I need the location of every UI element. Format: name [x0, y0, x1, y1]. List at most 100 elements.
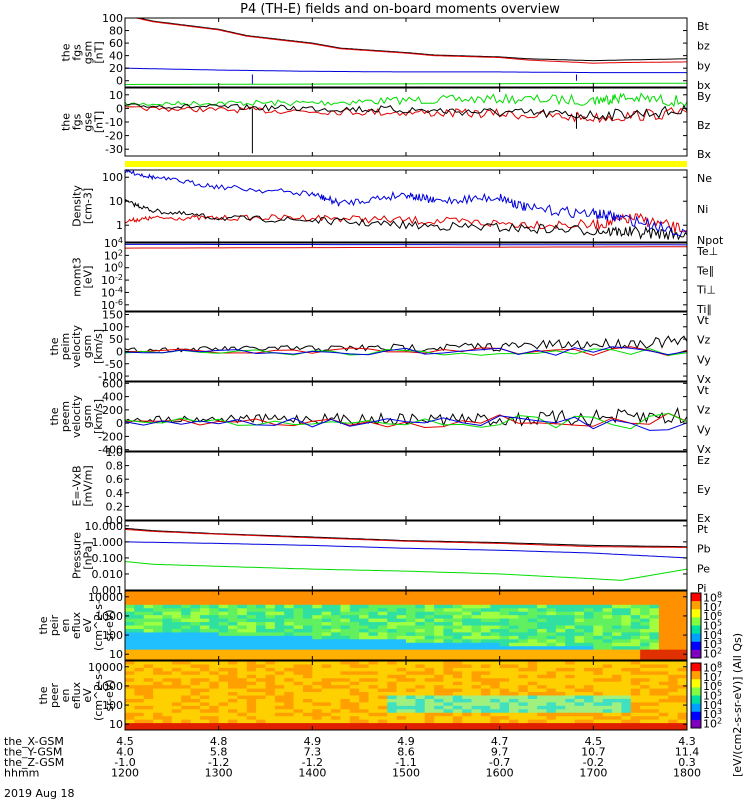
heatmap-cell	[602, 726, 613, 731]
heatmap-cell	[284, 712, 295, 717]
heatmap-cell	[143, 716, 154, 721]
series-line-Bt	[125, 17, 687, 62]
heatmap-cell	[171, 705, 182, 710]
heatmap-cell	[274, 625, 285, 630]
heatmap-cell	[125, 705, 135, 710]
heatmap-cell	[181, 661, 192, 665]
heatmap-cell	[668, 608, 679, 613]
heatmap-cell	[602, 695, 613, 700]
heatmap-cell	[153, 667, 163, 672]
heatmap-cell	[171, 646, 182, 651]
heatmap-cell	[621, 667, 632, 672]
heatmap-cell	[134, 615, 145, 620]
heatmap-cell	[349, 604, 360, 609]
heatmap-cell	[274, 719, 285, 724]
heatmap-cell	[134, 723, 145, 728]
heatmap-cell	[555, 719, 566, 724]
heatmap-cell	[153, 681, 163, 686]
heatmap-cell	[181, 705, 192, 710]
heatmap-cell	[649, 698, 660, 703]
heatmap-cell	[181, 674, 192, 679]
heatmap-cell	[396, 726, 407, 731]
heatmap-cell	[125, 719, 135, 724]
heatmap-cell	[602, 702, 613, 707]
heatmap-cell	[321, 591, 332, 595]
heatmap-cell	[171, 674, 182, 679]
heatmap-cell	[153, 635, 163, 640]
heatmap-cell	[284, 639, 295, 644]
heatmap-cell	[162, 628, 173, 633]
heatmap-cell	[228, 608, 238, 613]
heatmap-cell	[424, 639, 435, 644]
heatmap-cell	[218, 653, 229, 658]
heatmap-cell	[612, 705, 622, 710]
heatmap-cell	[443, 698, 454, 703]
heatmap-cell	[312, 635, 323, 640]
heatmap-cell	[424, 702, 435, 707]
heatmap-cell	[153, 664, 163, 669]
heatmap-cell	[518, 625, 529, 630]
heatmap-cell	[555, 622, 566, 626]
heatmap-cell	[406, 664, 416, 669]
heatmap-cell	[143, 625, 154, 630]
heatmap-cell	[134, 678, 145, 683]
heatmap-cell	[284, 705, 295, 710]
heatmap-cell	[199, 625, 210, 630]
heatmap-cell	[499, 705, 510, 710]
heatmap-cell	[649, 656, 660, 661]
heatmap-cell	[181, 601, 192, 606]
heatmap-cell	[537, 674, 547, 679]
heatmap-cell	[649, 628, 660, 633]
heatmap-cell	[490, 719, 501, 724]
heatmap-cell	[190, 726, 201, 731]
heatmap-cell	[209, 709, 220, 714]
heatmap-cell	[228, 649, 238, 654]
heatmap-cell	[537, 656, 547, 661]
heatmap-cell	[312, 625, 323, 630]
heatmap-cell	[190, 628, 201, 633]
heatmap-cell	[246, 646, 257, 651]
heatmap-cell	[555, 688, 566, 693]
x-axis-value: -1.2	[302, 756, 323, 769]
heatmap-cell	[621, 695, 632, 700]
heatmap-cell	[377, 597, 388, 602]
heatmap-cell	[480, 625, 491, 630]
heatmap-cell	[265, 625, 276, 630]
heatmap-cell	[293, 632, 304, 637]
heatmap-cell	[565, 723, 576, 728]
heatmap-cell	[509, 723, 519, 728]
heatmap-cell	[537, 653, 547, 658]
heatmap-cell	[331, 709, 341, 714]
heatmap-cell	[677, 649, 688, 654]
heatmap-cell	[162, 719, 173, 724]
heatmap-cell	[480, 688, 491, 693]
heatmap-cell	[452, 688, 463, 693]
heatmap-cell	[340, 661, 351, 665]
heatmap-cell	[574, 601, 585, 606]
heatmap-cell	[677, 695, 688, 700]
heatmap-cell	[293, 716, 304, 721]
heatmap-cell	[387, 664, 398, 669]
heatmap-cell	[256, 622, 266, 626]
heatmap-cell	[256, 719, 266, 724]
heatmap-cell	[602, 712, 613, 717]
heatmap-cell	[199, 632, 210, 637]
heatmap-cell	[302, 695, 313, 700]
heatmap-cell	[434, 597, 444, 602]
heatmap-cell	[265, 726, 276, 731]
heatmap-cell	[218, 591, 229, 595]
heatmap-cell	[602, 664, 613, 669]
heatmap-cell	[349, 642, 360, 647]
heatmap-cell	[452, 723, 463, 728]
heatmap-cell	[527, 615, 538, 620]
heatmap-cell	[406, 688, 416, 693]
heatmap-cell	[555, 632, 566, 637]
heatmap-cell	[658, 594, 669, 599]
legend-entry: Pe	[697, 562, 710, 575]
heatmap-cell	[359, 719, 370, 724]
heatmap-cell	[199, 635, 210, 640]
heatmap-cell	[583, 594, 594, 599]
heatmap-cell	[480, 671, 491, 676]
heatmap-cell	[424, 723, 435, 728]
heatmap-cell	[181, 695, 192, 700]
